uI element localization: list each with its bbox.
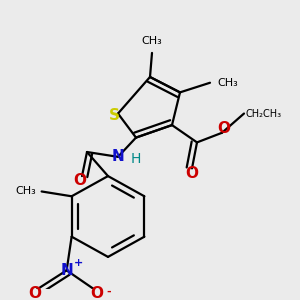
Text: S: S bbox=[109, 108, 119, 123]
Text: +: + bbox=[74, 258, 83, 268]
Text: O: O bbox=[218, 122, 230, 136]
Text: O: O bbox=[28, 286, 41, 300]
Text: H: H bbox=[131, 152, 141, 166]
Text: CH₃: CH₃ bbox=[15, 187, 36, 196]
Text: CH₃: CH₃ bbox=[218, 78, 239, 88]
Text: CH₃: CH₃ bbox=[142, 36, 162, 46]
Text: O: O bbox=[90, 286, 103, 300]
Text: N: N bbox=[112, 149, 124, 164]
Text: CH₂CH₃: CH₂CH₃ bbox=[246, 109, 282, 118]
Text: O: O bbox=[185, 166, 199, 181]
Text: N: N bbox=[60, 263, 73, 278]
Text: -: - bbox=[106, 286, 111, 296]
Text: O: O bbox=[74, 173, 86, 188]
